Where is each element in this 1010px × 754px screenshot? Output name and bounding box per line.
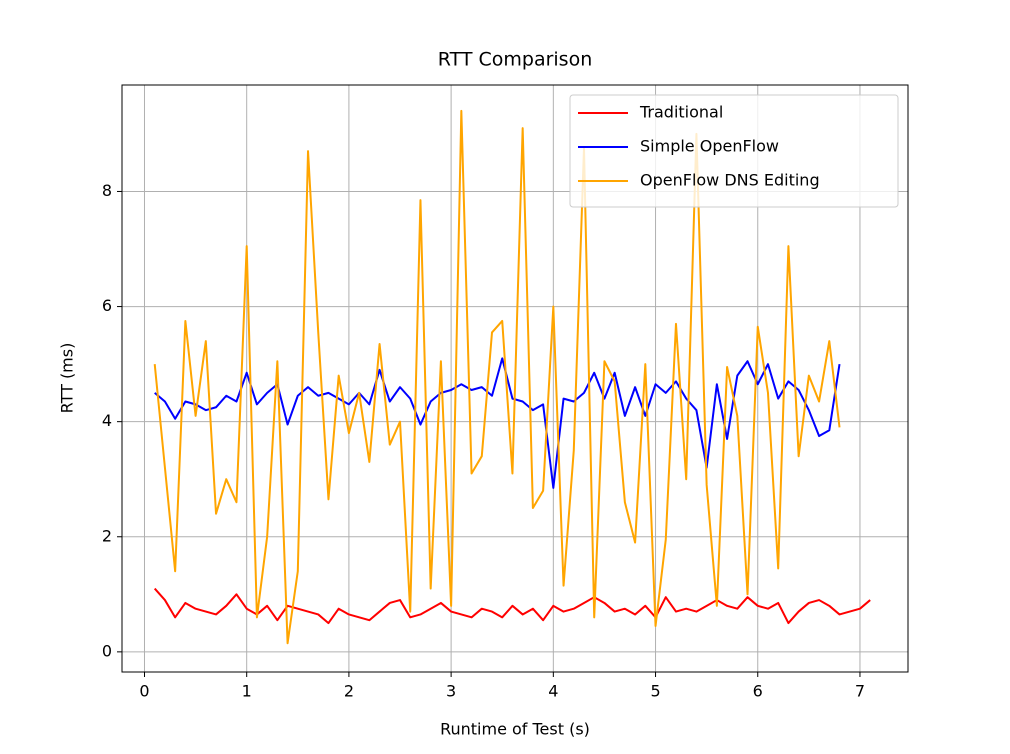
x-tick-label: 6 [753,682,763,701]
legend-box [569,94,899,208]
x-axis-label: Runtime of Test (s) [440,720,590,739]
series-line [153,109,841,645]
series-line [153,587,871,625]
y-tick-label: 6 [102,296,112,315]
y-tick-label: 2 [102,526,112,545]
x-tick-label: 0 [139,682,149,701]
y-tick-label: 0 [102,641,112,660]
plot-frame [121,84,909,673]
x-tick-label: 4 [548,682,558,701]
legend-label: OpenFlow DNS Editing [640,171,820,190]
x-tick-label: 1 [242,682,252,701]
legend-label: Traditional [639,103,723,122]
chart-title: RTT Comparison [438,49,593,71]
x-tick-label: 7 [855,682,865,701]
y-tick-label: 8 [102,181,112,200]
legend-label: Simple OpenFlow [640,137,779,156]
x-tick-label: 3 [446,682,456,701]
x-tick-label: 5 [650,682,660,701]
y-tick-label: 4 [102,411,112,430]
x-tick-label: 2 [344,682,354,701]
y-axis-label: RTT (ms) [58,343,77,414]
